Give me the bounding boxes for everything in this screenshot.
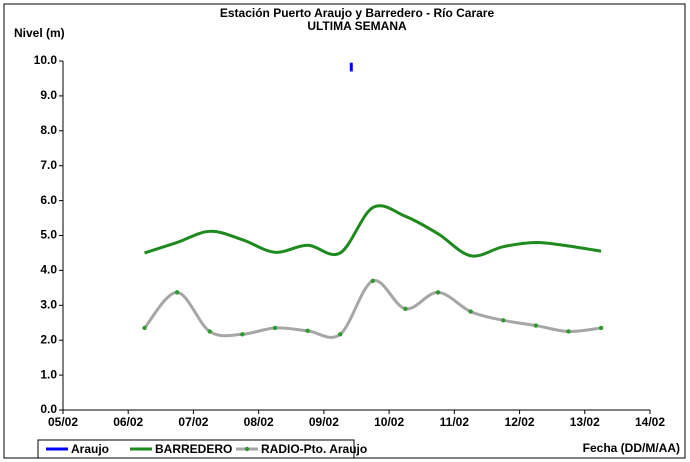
- legend-marker: [244, 446, 250, 452]
- y-tick-label: 6.0: [40, 193, 57, 207]
- point: [435, 290, 441, 295]
- x-tick-label: 11/02: [440, 415, 470, 429]
- point: [468, 309, 473, 314]
- x-tick-label: 10/02: [374, 415, 404, 429]
- point: [533, 323, 539, 328]
- chart-subtitle: ULTIMA SEMANA: [307, 19, 407, 33]
- x-tick-label: 06/02: [113, 415, 143, 429]
- y-tick-label: 4.0: [40, 263, 57, 277]
- y-tick-label: 2.0: [40, 332, 57, 346]
- point: [142, 325, 147, 331]
- point: [598, 325, 604, 331]
- point: [305, 328, 310, 333]
- y-tick-label: 8.0: [40, 123, 57, 137]
- x-tick-label: 09/02: [309, 415, 339, 429]
- point: [566, 329, 571, 334]
- x-tick-label: 13/02: [570, 415, 600, 429]
- chart-title: Estación Puerto Araujo y Barredero - Río…: [220, 6, 495, 20]
- point: [337, 332, 343, 337]
- y-tick-label: 9.0: [40, 88, 57, 102]
- legend-label: Araujo: [71, 442, 109, 456]
- point: [207, 329, 212, 334]
- y-tick-label: 10.0: [34, 53, 58, 67]
- point: [240, 332, 245, 337]
- legend-box: [37, 439, 355, 459]
- legend-label: BARREDERO: [155, 442, 232, 456]
- x-tick-label: 08/02: [244, 415, 274, 429]
- point: [403, 306, 408, 311]
- y-axis-label: Nivel (m): [14, 26, 65, 40]
- x-tick-label: 07/02: [178, 415, 208, 429]
- series-line: [144, 204, 602, 258]
- x-tick-label: 14/02: [635, 415, 665, 429]
- y-tick-label: 1.0: [40, 367, 57, 381]
- x-axis-label: Fecha (DD/M/AA): [583, 441, 680, 455]
- point: [370, 278, 376, 284]
- frame: [3, 3, 686, 459]
- legend-label: RADIO-Pto. Araujo: [261, 442, 367, 456]
- y-tick-label: 7.0: [40, 158, 57, 172]
- point: [501, 318, 506, 323]
- y-tick-label: 3.0: [40, 297, 57, 311]
- point: [272, 325, 278, 331]
- y-tick-label: 5.0: [40, 228, 57, 242]
- x-tick-label: 12/02: [505, 415, 535, 429]
- point: [174, 290, 180, 295]
- x-tick-label: 05/02: [48, 415, 78, 429]
- y-tick-label: 0.0: [40, 402, 57, 416]
